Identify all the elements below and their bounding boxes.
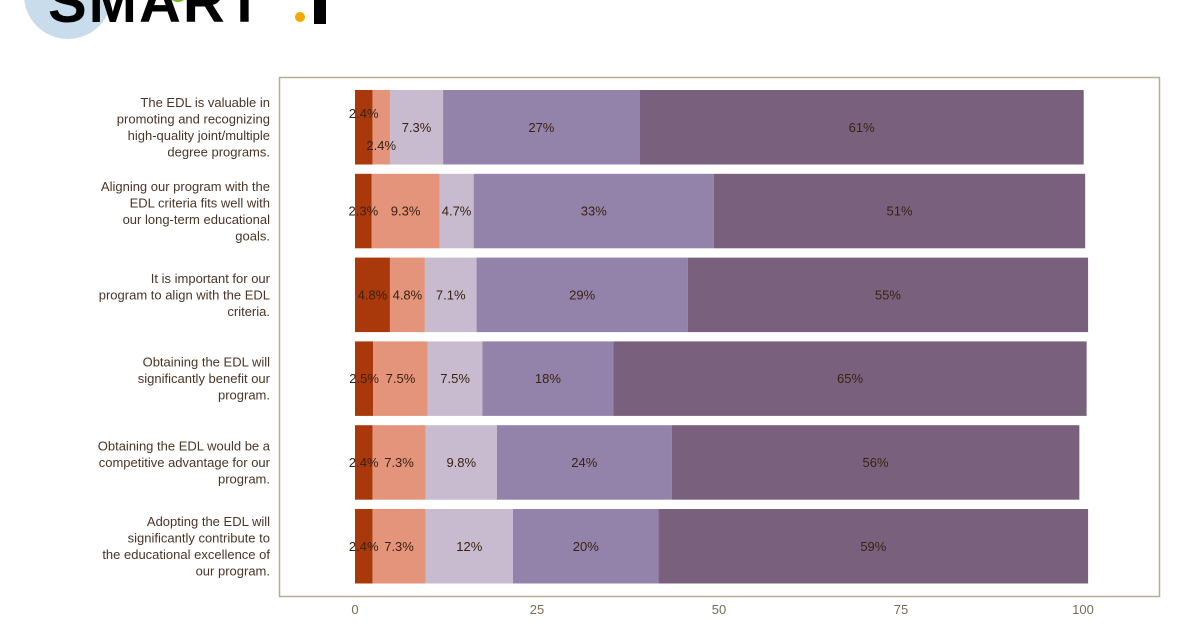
data-label: 56% <box>863 455 889 470</box>
bar-segment <box>372 425 426 500</box>
category-label: high-quality joint/multiple <box>128 128 270 143</box>
smart-logo: SMART <box>24 0 326 39</box>
category-label: our long-term educational <box>123 212 271 227</box>
data-label: 12% <box>456 539 482 554</box>
data-label: 7.5% <box>386 371 416 386</box>
bar-segment <box>425 425 497 500</box>
data-label: 7.3% <box>384 539 414 554</box>
data-label: 59% <box>860 539 886 554</box>
category-label: the educational excellence of <box>102 547 270 562</box>
bar-segment <box>639 90 1084 165</box>
data-label: 29% <box>569 287 595 302</box>
svg-text:SMART: SMART <box>48 0 264 35</box>
data-label: 4.8% <box>393 287 423 302</box>
bar-segment <box>389 257 425 333</box>
category-label: Adopting the EDL will <box>147 514 270 529</box>
bar-segment <box>473 173 714 249</box>
bar-segment <box>613 341 1087 416</box>
data-label: 7.1% <box>436 287 466 302</box>
category-label: Obtaining the EDL would be a <box>98 438 271 453</box>
category-label: degree programs. <box>167 145 270 160</box>
data-label: 7.3% <box>402 120 432 135</box>
bar-segment <box>355 257 390 333</box>
data-label: 2.5% <box>349 371 379 386</box>
plot-frame <box>278 76 1161 598</box>
data-label: 51% <box>887 204 913 219</box>
x-tick-label: 0 <box>351 602 358 617</box>
data-label: 2.4% <box>349 455 379 470</box>
bar-segment <box>424 257 477 333</box>
data-label: 9.3% <box>391 204 421 219</box>
category-label: goals. <box>235 228 270 243</box>
bar-segment <box>658 509 1089 584</box>
data-label: 24% <box>571 455 597 470</box>
bar-segment <box>355 425 373 500</box>
x-tick-label: 100 <box>1072 602 1094 617</box>
data-label: 9.8% <box>446 455 476 470</box>
category-label: Aligning our program with the <box>101 179 270 194</box>
category-label: program. <box>218 471 270 486</box>
x-tick-label: 25 <box>530 602 544 617</box>
data-label: 18% <box>535 371 561 386</box>
bar-segment <box>439 173 474 249</box>
bar-segment <box>372 90 390 165</box>
data-label: 33% <box>581 204 607 219</box>
data-label: 20% <box>573 539 599 554</box>
category-label: promoting and recognizing <box>117 112 270 127</box>
data-label: 65% <box>837 371 863 386</box>
category-label: competitive advantage for our <box>99 455 271 470</box>
category-label: our program. <box>196 564 270 579</box>
data-label: 61% <box>849 120 875 135</box>
bar-segment <box>482 341 614 416</box>
bar-segment <box>389 90 444 165</box>
bar-segment <box>443 90 640 165</box>
category-label: EDL criteria fits well with <box>130 195 270 210</box>
category-label: significantly contribute to <box>128 531 270 546</box>
bar-segment <box>427 341 483 416</box>
bar-segment <box>671 425 1080 500</box>
bar-segment <box>355 509 373 584</box>
data-label: 27% <box>528 120 554 135</box>
bar-segment <box>476 257 688 333</box>
data-label: 55% <box>875 287 901 302</box>
bar-segment <box>372 509 426 584</box>
bar-segment <box>355 90 373 165</box>
data-label: 2.3% <box>349 204 379 219</box>
data-label: 4.7% <box>442 204 472 219</box>
category-label: program to align with the EDL <box>99 287 270 302</box>
bar-segment <box>512 509 659 584</box>
data-label: 2.4% <box>366 138 396 153</box>
data-label: 7.3% <box>384 455 414 470</box>
category-label: It is important for our <box>151 271 271 286</box>
bar-segment <box>371 173 440 249</box>
bar-segment <box>425 509 513 584</box>
x-tick-label: 50 <box>712 602 726 617</box>
bar-segment <box>496 425 672 500</box>
data-label: 4.8% <box>358 287 388 302</box>
bar-segment <box>355 173 372 249</box>
data-label: 2.4% <box>349 106 379 121</box>
x-tick-label: 75 <box>894 602 908 617</box>
bar-segment <box>355 341 374 416</box>
category-label: criteria. <box>227 304 270 319</box>
bar-segment <box>687 257 1089 333</box>
category-label: Obtaining the EDL will <box>143 355 271 370</box>
data-label: 7.5% <box>440 371 470 386</box>
category-label: significantly benefit our <box>138 371 271 386</box>
bar-segment <box>713 173 1086 249</box>
data-label: 2.4% <box>349 539 379 554</box>
category-label: The EDL is valuable in <box>140 95 270 110</box>
bar-segment <box>373 341 428 416</box>
category-label: program. <box>218 388 270 403</box>
